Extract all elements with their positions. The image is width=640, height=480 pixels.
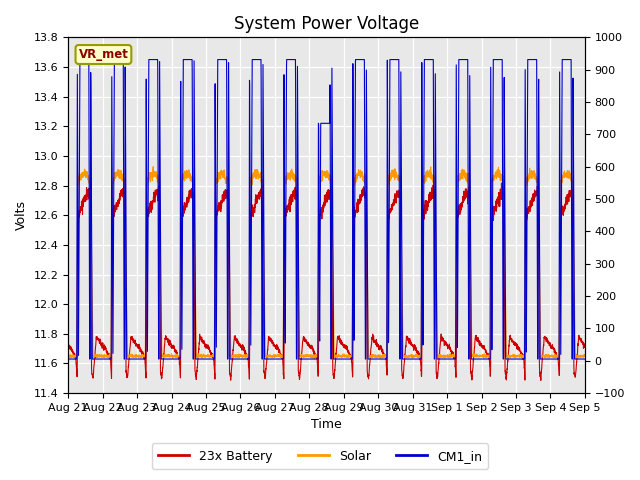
CM1_in [175, 356, 183, 362]
23x Battery [64, 342, 72, 348]
Text: VR_met: VR_met [79, 48, 129, 61]
Solar [175, 353, 183, 359]
Solar [581, 353, 589, 359]
23x Battery [537, 378, 545, 384]
CM1_in [377, 356, 385, 362]
Line: 23x Battery: 23x Battery [68, 183, 585, 381]
Line: Solar: Solar [68, 167, 585, 358]
CM1_in [580, 356, 588, 362]
CM1_in [532, 57, 540, 62]
Y-axis label: Volts: Volts [15, 200, 28, 230]
Solar [149, 164, 157, 169]
CM1_in [581, 356, 589, 362]
23x Battery [386, 207, 394, 213]
Solar [209, 353, 216, 359]
23x Battery [498, 180, 506, 186]
CM1_in [386, 87, 394, 93]
CM1_in [209, 356, 216, 362]
CM1_in [76, 57, 84, 62]
23x Battery [175, 355, 182, 360]
Solar [581, 354, 589, 360]
Solar [169, 355, 177, 361]
Line: CM1_in: CM1_in [68, 60, 585, 359]
23x Battery [377, 345, 385, 350]
23x Battery [532, 190, 540, 195]
23x Battery [581, 342, 589, 348]
X-axis label: Time: Time [311, 419, 342, 432]
Solar [532, 173, 540, 179]
Solar [377, 353, 385, 359]
Legend: 23x Battery, Solar, CM1_in: 23x Battery, Solar, CM1_in [152, 444, 488, 469]
Solar [64, 353, 72, 359]
Solar [386, 176, 394, 182]
Title: System Power Voltage: System Power Voltage [234, 15, 419, 33]
CM1_in [64, 356, 72, 362]
23x Battery [209, 351, 216, 357]
23x Battery [581, 345, 589, 350]
